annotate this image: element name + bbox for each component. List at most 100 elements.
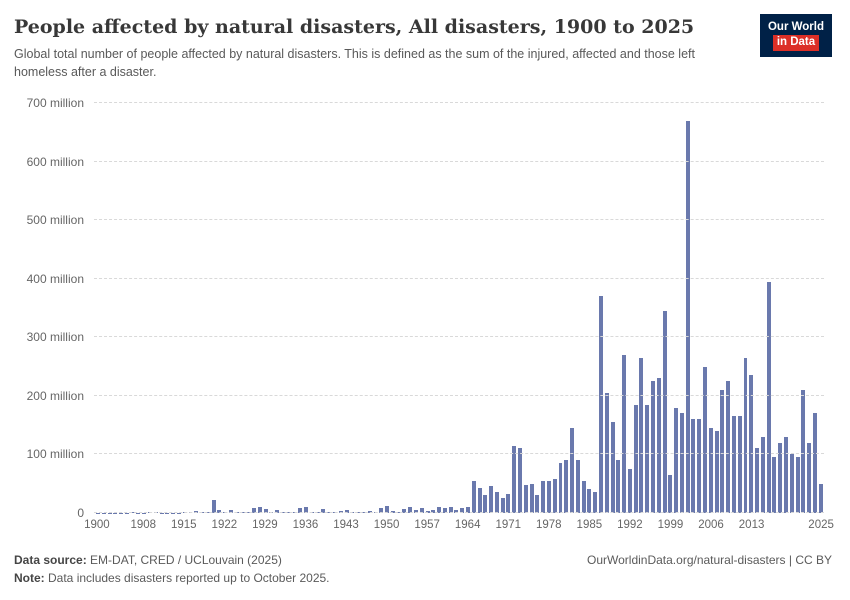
bar-1995[interactable] bbox=[645, 404, 650, 513]
gridline-500 bbox=[94, 219, 824, 221]
bar-1927[interactable] bbox=[252, 508, 257, 513]
bar-2006[interactable] bbox=[708, 427, 713, 513]
y-axis-label-100: 100 million bbox=[26, 447, 84, 462]
bar-1939[interactable] bbox=[321, 509, 326, 513]
bar-1965[interactable] bbox=[471, 480, 476, 513]
bar-1998[interactable] bbox=[662, 310, 667, 513]
bar-2022[interactable] bbox=[801, 389, 806, 513]
bar-1923[interactable] bbox=[228, 510, 233, 513]
bar-2001[interactable] bbox=[679, 413, 684, 513]
x-axis-label-1929: 1929 bbox=[252, 518, 278, 531]
bar-1996[interactable] bbox=[651, 381, 655, 513]
bar-2021[interactable] bbox=[795, 457, 800, 513]
bar-1985[interactable] bbox=[587, 489, 592, 513]
bar-1968[interactable] bbox=[489, 486, 494, 513]
bar-1963[interactable] bbox=[460, 508, 465, 513]
gridline-600 bbox=[94, 160, 824, 162]
bar-2000[interactable] bbox=[674, 407, 679, 513]
data-source-label: Data source: bbox=[14, 552, 87, 567]
bar-1936[interactable] bbox=[304, 506, 309, 513]
bar-1974[interactable] bbox=[523, 484, 528, 513]
bar-1983[interactable] bbox=[575, 460, 580, 513]
bar-2002[interactable] bbox=[685, 120, 690, 513]
bar-2009[interactable] bbox=[726, 381, 731, 513]
bar-1935[interactable] bbox=[298, 508, 303, 513]
bar-1960[interactable] bbox=[442, 508, 447, 513]
bar-1943[interactable] bbox=[344, 509, 349, 513]
bar-2013[interactable] bbox=[749, 375, 754, 513]
bar-1949[interactable] bbox=[379, 508, 384, 513]
note-value: Data includes disasters reported up to O… bbox=[44, 571, 330, 586]
gridline-700 bbox=[94, 102, 824, 104]
bar-1931[interactable] bbox=[275, 509, 280, 513]
bar-1992[interactable] bbox=[627, 468, 632, 513]
bar-1964[interactable] bbox=[466, 506, 470, 513]
bar-1970[interactable] bbox=[500, 498, 505, 513]
bar-1973[interactable] bbox=[518, 448, 523, 513]
bar-2011[interactable] bbox=[737, 416, 742, 513]
bar-1997[interactable] bbox=[656, 378, 661, 513]
owid-cc-by-link[interactable]: OurWorldinData.org/natural-disasters | C… bbox=[587, 552, 832, 567]
bar-2018[interactable] bbox=[778, 442, 783, 513]
bar-1988[interactable] bbox=[604, 392, 609, 513]
data-source-value: EM-DAT, CRED / UCLouvain (2025) bbox=[86, 552, 282, 567]
bar-1962[interactable] bbox=[454, 509, 459, 513]
bar-2012[interactable] bbox=[743, 357, 748, 513]
bar-1972[interactable] bbox=[512, 445, 517, 513]
bar-1999[interactable] bbox=[668, 474, 673, 513]
bar-2017[interactable] bbox=[772, 457, 777, 513]
bar-1991[interactable] bbox=[622, 354, 627, 513]
bar-1990[interactable] bbox=[616, 460, 621, 513]
bar-1966[interactable] bbox=[477, 488, 482, 513]
bar-2016[interactable] bbox=[766, 281, 771, 513]
bar-1955[interactable] bbox=[413, 510, 418, 513]
bar-2020[interactable] bbox=[789, 454, 794, 513]
bar-1989[interactable] bbox=[610, 422, 615, 513]
bar-1958[interactable] bbox=[431, 509, 436, 513]
bar-1980[interactable] bbox=[558, 463, 563, 513]
bar-2015[interactable] bbox=[760, 436, 765, 513]
x-axis-label-2013: 2013 bbox=[738, 518, 765, 531]
bar-2008[interactable] bbox=[720, 389, 725, 513]
bar-1956[interactable] bbox=[419, 508, 424, 513]
bar-2005[interactable] bbox=[703, 366, 708, 513]
bar-1984[interactable] bbox=[581, 480, 586, 513]
bar-2003[interactable] bbox=[691, 419, 696, 513]
bar-1987[interactable] bbox=[598, 296, 603, 513]
bar-1961[interactable] bbox=[448, 506, 453, 513]
bar-1993[interactable] bbox=[633, 404, 638, 513]
bar-1977[interactable] bbox=[541, 480, 546, 513]
y-axis-label-300: 300 million bbox=[26, 330, 84, 345]
bar-1976[interactable] bbox=[535, 495, 540, 513]
bar-2019[interactable] bbox=[783, 436, 788, 513]
bar-1982[interactable] bbox=[570, 427, 575, 513]
page-title: People affected by natural disasters, Al… bbox=[14, 16, 695, 38]
bar-2004[interactable] bbox=[697, 419, 702, 513]
bar-1954[interactable] bbox=[408, 506, 413, 513]
bar-2010[interactable] bbox=[731, 416, 736, 513]
bar-1975[interactable] bbox=[529, 483, 534, 513]
bar-1978[interactable] bbox=[546, 480, 551, 513]
bar-2025[interactable] bbox=[818, 483, 823, 513]
bar-1971[interactable] bbox=[506, 494, 511, 513]
gridline-100 bbox=[94, 453, 824, 455]
bar-2014[interactable] bbox=[755, 448, 760, 513]
bar-1953[interactable] bbox=[402, 509, 407, 513]
bar-1921[interactable] bbox=[217, 509, 222, 513]
bar-1986[interactable] bbox=[593, 492, 598, 513]
bar-1969[interactable] bbox=[494, 492, 499, 513]
bar-1929[interactable] bbox=[263, 509, 268, 513]
bar-1928[interactable] bbox=[257, 506, 262, 513]
bar-1979[interactable] bbox=[552, 478, 557, 513]
gridline-0 bbox=[94, 511, 824, 513]
bar-1959[interactable] bbox=[437, 506, 442, 513]
bar-1950[interactable] bbox=[385, 505, 390, 513]
bar-1967[interactable] bbox=[483, 495, 488, 513]
bar-2024[interactable] bbox=[812, 413, 817, 513]
header: People affected by natural disasters, Al… bbox=[14, 14, 832, 81]
bar-1981[interactable] bbox=[564, 460, 569, 513]
bar-1920[interactable] bbox=[211, 499, 216, 513]
bar-1994[interactable] bbox=[639, 357, 644, 513]
bar-2007[interactable] bbox=[714, 430, 719, 513]
bar-2023[interactable] bbox=[807, 442, 812, 513]
